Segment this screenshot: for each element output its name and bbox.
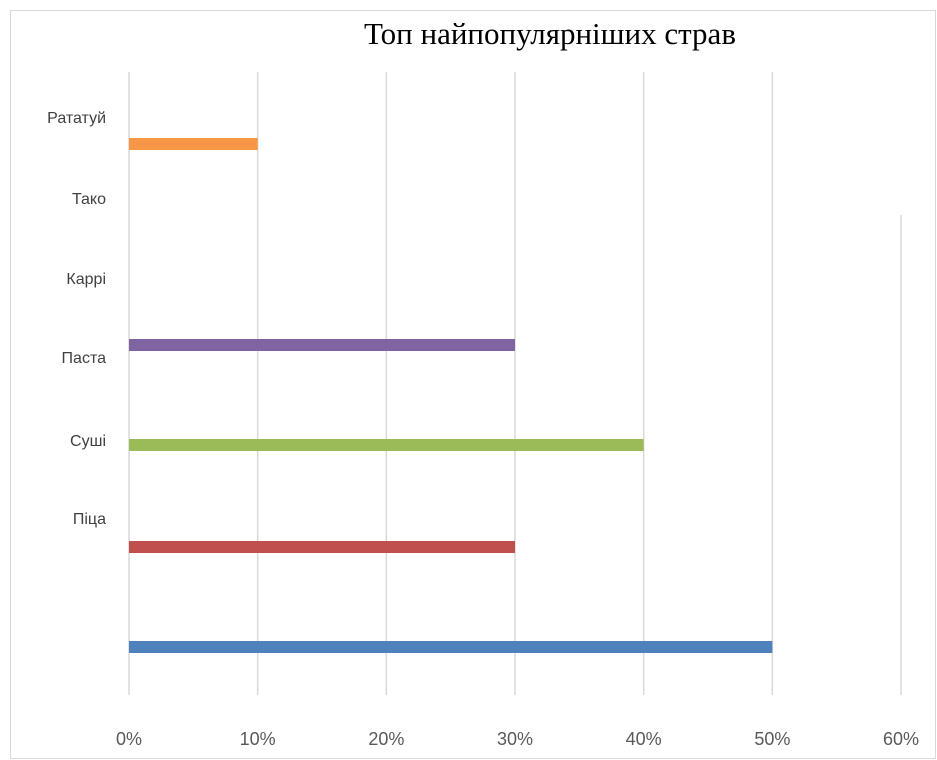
category-label: Тако [72,191,106,208]
bars [129,138,773,653]
x-tick-label: 60% [883,729,919,749]
category-labels: Рататуй Тако Каррі Паста Суші Піца [47,110,106,528]
x-tick-label: 10% [240,729,276,749]
bar [129,439,644,451]
chart-title: Топ найпопулярніших страв [364,16,736,51]
category-label: Суші [70,433,106,450]
category-label: Паста [62,350,107,367]
x-tick-label: 40% [626,729,662,749]
category-label: Каррі [66,271,106,288]
category-label: Піца [73,511,106,528]
gridlines [128,72,902,695]
bar [129,641,773,653]
chart-area [10,10,936,759]
x-tick-label: 20% [368,729,404,749]
x-tick-label: 30% [497,729,533,749]
bar [129,541,515,553]
category-label: Рататуй [47,110,106,127]
x-tick-label: 0% [116,729,142,749]
x-tick-label: 50% [754,729,790,749]
bar [129,339,515,351]
x-tick-labels: 0% 10% 20% 30% 40% 50% 60% [116,729,919,749]
bar [129,138,258,150]
